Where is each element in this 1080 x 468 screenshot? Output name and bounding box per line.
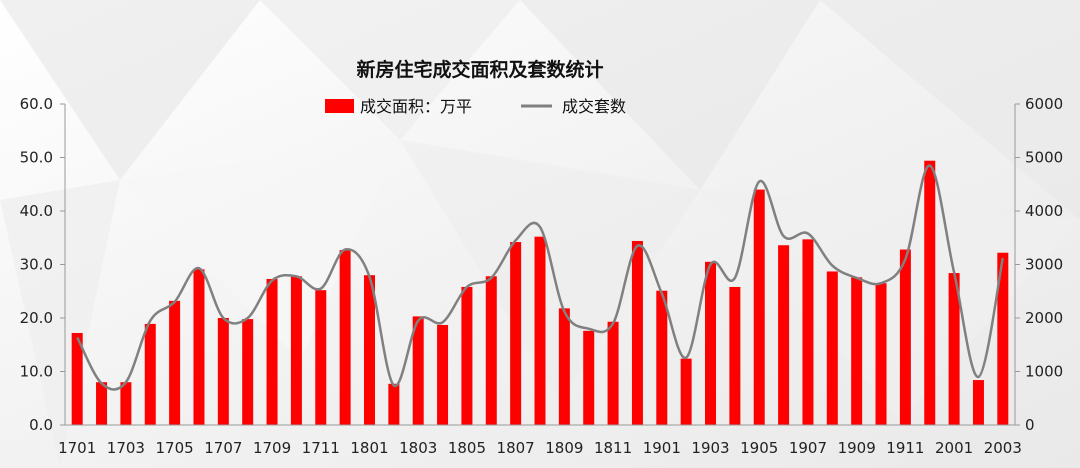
x-tick-label: 1801 — [350, 439, 388, 457]
bar-1911 — [899, 249, 911, 425]
y-right-tick-label: 0 — [1025, 416, 1035, 434]
bar-1708 — [242, 319, 254, 425]
y-right-tick-label: 1000 — [1025, 363, 1063, 381]
bar-1707 — [217, 318, 229, 425]
bar-1712 — [339, 250, 351, 425]
x-tick-label: 1707 — [204, 439, 242, 457]
bar-1703 — [120, 382, 132, 425]
bar-1807 — [510, 242, 522, 425]
y-right-tick-label: 6000 — [1025, 95, 1063, 113]
y-right-tick-label: 3000 — [1025, 256, 1063, 274]
y-left-tick-label: 30.0 — [20, 256, 53, 274]
x-tick-label: 2003 — [984, 439, 1022, 457]
bar-1701 — [71, 332, 83, 425]
x-tick-label: 1807 — [497, 439, 535, 457]
x-tick-label: 1805 — [448, 439, 486, 457]
bar-1912 — [924, 160, 936, 425]
bar-1812 — [631, 240, 643, 425]
x-tick-label: 1907 — [789, 439, 827, 457]
y-right-tick-label: 2000 — [1025, 309, 1063, 327]
line-series — [76, 164, 1005, 391]
x-tick-label: 1903 — [691, 439, 729, 457]
chart-title: 新房住宅成交面积及套数统计 — [356, 58, 603, 81]
bar-1808 — [534, 236, 546, 425]
bar-1907 — [802, 239, 814, 425]
bar-2003 — [997, 252, 1009, 425]
legend-label-line: 成交套数 — [562, 97, 626, 116]
bar-1709 — [266, 278, 278, 425]
bar-1904 — [729, 286, 741, 425]
y-right-axis: 0 1000 2000 3000 4000 5000 6000 — [1014, 95, 1063, 434]
bar-1903 — [705, 261, 717, 425]
y-left-tick-label: 10.0 — [20, 363, 53, 381]
bar-1910 — [875, 283, 887, 425]
bar-1806 — [485, 276, 497, 425]
bar-1902 — [680, 358, 692, 425]
bar-1803 — [412, 316, 424, 425]
y-left-tick-label: 20.0 — [20, 309, 53, 327]
y-left-tick-label: 40.0 — [20, 202, 53, 220]
x-tick-label: 1911 — [886, 439, 924, 457]
bar-1802 — [388, 383, 400, 425]
bar-2001 — [948, 273, 960, 425]
x-tick-label: 1901 — [643, 439, 681, 457]
bar-1811 — [607, 321, 619, 425]
bar-1711 — [315, 290, 327, 425]
bar-1801 — [363, 275, 375, 425]
y-right-tick-label: 5000 — [1025, 149, 1063, 167]
x-tick-label: 1809 — [545, 439, 583, 457]
y-left-axis: 0.0 10.0 20.0 30.0 40.0 50.0 60.0 — [20, 95, 66, 434]
y-left-tick-label: 60.0 — [20, 95, 53, 113]
bar-1909 — [851, 277, 863, 425]
bar-1809 — [558, 308, 570, 425]
bar-1901 — [656, 290, 668, 425]
legend: 成交面积：万平 成交套数 — [325, 97, 626, 116]
bar-1706 — [193, 269, 205, 425]
x-tick-label: 1811 — [594, 439, 632, 457]
y-left-tick-label: 50.0 — [20, 149, 53, 167]
bar-1805 — [461, 286, 473, 425]
y-left-tick-label: 0.0 — [29, 416, 53, 434]
y-right-tick-label: 4000 — [1025, 202, 1063, 220]
bar-1810 — [583, 330, 595, 425]
bar-1704 — [144, 323, 156, 425]
bar-1905 — [753, 189, 765, 425]
x-tick-label: 2001 — [935, 439, 973, 457]
x-tick-label: 1709 — [253, 439, 291, 457]
bar-1705 — [169, 300, 181, 425]
x-tick-label: 1703 — [107, 439, 145, 457]
bar-1710 — [290, 276, 302, 425]
x-tick-label: 1705 — [156, 439, 194, 457]
bar-1908 — [826, 271, 838, 425]
legend-label-bar: 成交面积：万平 — [360, 97, 472, 116]
bar-1702 — [96, 382, 108, 425]
x-tick-label: 1701 — [58, 439, 96, 457]
bar-series — [71, 160, 1009, 425]
x-axis: 1701 1703 1705 1707 1709 1711 1801 1803 1805 1807… — [58, 424, 1022, 457]
x-tick-label: 1803 — [399, 439, 437, 457]
bar-2002 — [972, 380, 984, 425]
legend-swatch-bar — [325, 99, 354, 113]
x-tick-label: 1711 — [302, 439, 340, 457]
bar-1906 — [778, 245, 790, 425]
x-tick-label: 1905 — [740, 439, 778, 457]
x-tick-label: 1909 — [838, 439, 876, 457]
line-path — [76, 164, 1005, 391]
bar-1804 — [437, 324, 449, 425]
